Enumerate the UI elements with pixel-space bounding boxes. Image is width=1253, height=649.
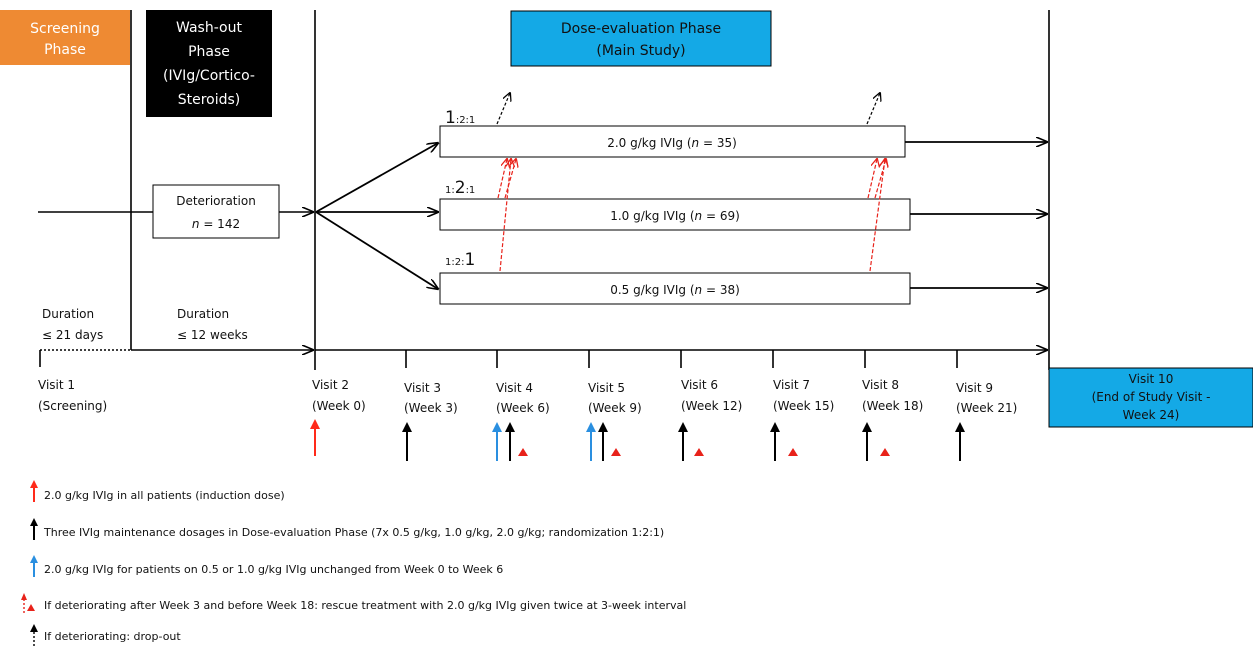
visit5-label: Visit 5 — [588, 381, 625, 395]
screening-phase-label-1: Screening — [30, 21, 100, 37]
visit2-sub: (Week 0) — [312, 399, 366, 413]
legend-catchup-icon — [30, 555, 38, 577]
rescue-triangle-visit4 — [518, 448, 528, 456]
legend-induction-text: 2.0 g/kg IVIg in all patients (induction… — [44, 489, 285, 502]
maintenance-arrow-visit7 — [770, 422, 780, 461]
visit8-sub: (Week 18) — [862, 399, 923, 413]
maintenance-arrow-visit4 — [505, 422, 515, 461]
deterioration-count: n = 142 — [192, 217, 240, 231]
arm-2-0-label: 2.0 g/kg IVIg (n = 35) — [607, 136, 737, 150]
washout-duration-line2: ≤ 12 weeks — [177, 328, 248, 342]
ratio-low-arm: 1:2:1 — [445, 250, 475, 270]
rescue-arrow-mid-a — [497, 159, 507, 199]
legend-rescue-icon — [21, 593, 35, 613]
visit7-label: Visit 7 — [773, 378, 810, 392]
ratio-mid-arm: 1:2:1 — [445, 178, 475, 198]
washout-phase-label-3: (IVIg/Cortico- — [163, 68, 255, 84]
visit10-sub-1: (End of Study Visit - — [1092, 390, 1211, 404]
screening-duration-line2: ≤ 21 days — [42, 328, 103, 342]
maintenance-arrow-visit3 — [402, 422, 412, 461]
maintenance-arrow-visit6 — [678, 422, 688, 461]
arm-2-0-box — [439, 125, 906, 158]
rescue-arrow-low-b — [869, 159, 885, 272]
randomization-arrow-high — [315, 143, 438, 213]
rescue-arrow-mid-b — [504, 159, 516, 199]
rescue-triangle-visit8 — [880, 448, 890, 456]
deterioration-box — [152, 184, 280, 239]
rescue-triangle-visit5 — [611, 448, 621, 456]
visit1-sub: (Screening) — [38, 399, 107, 413]
catchup-arrow-visit5 — [586, 422, 596, 461]
visit9-sub: (Week 21) — [956, 401, 1017, 415]
legend-induction-icon — [30, 480, 38, 502]
legend-dropout-icon — [30, 624, 38, 646]
ratio-high-arm: 1:2:1 — [445, 108, 475, 128]
arm-1-0-box — [439, 198, 911, 231]
visit6-sub: (Week 12) — [681, 399, 742, 413]
catchup-arrow-visit4 — [492, 422, 502, 461]
visit10-label: Visit 10 — [1129, 372, 1174, 386]
legend-maintenance-text: Three IVIg maintenance dosages in Dose-e… — [43, 526, 664, 539]
visit6-label: Visit 6 — [681, 378, 718, 392]
rescue-triangle-visit7 — [788, 448, 798, 456]
dropout-arrow-week18 — [866, 93, 880, 125]
rescue-arrow-mid-c — [867, 159, 877, 199]
visit2-label: Visit 2 — [312, 378, 349, 392]
legend-rescue-text: If deteriorating after Week 3 and before… — [44, 599, 686, 612]
arm-0-5-label: 0.5 g/kg IVIg (n = 38) — [610, 283, 740, 297]
visit3-sub: (Week 3) — [404, 401, 458, 415]
legend-dropout-text: If deteriorating: drop-out — [44, 630, 181, 643]
visit10-box — [1048, 367, 1253, 428]
washout-phase-label-1: Wash-out — [176, 20, 242, 36]
visit10-sub-2: Week 24) — [1123, 408, 1180, 422]
visit8-label: Visit 8 — [862, 378, 899, 392]
rescue-triangle-visit6 — [694, 448, 704, 456]
arm-1-0-label: 1.0 g/kg IVIg (n = 69) — [610, 209, 740, 223]
visit3-label: Visit 3 — [404, 381, 441, 395]
visit4-sub: (Week 6) — [496, 401, 550, 415]
induction-arrow-visit2 — [310, 419, 320, 456]
dose-evaluation-phase-box — [510, 10, 772, 67]
dose-evaluation-phase-label-1: Dose-evaluation Phase — [561, 21, 721, 37]
rescue-arrow-low — [499, 159, 511, 272]
screening-phase-box — [0, 10, 130, 65]
maintenance-arrow-visit8 — [862, 422, 872, 461]
deterioration-label: Deterioration — [176, 194, 256, 208]
legend-maintenance-icon — [30, 518, 38, 540]
dropout-arrow-week3 — [496, 93, 510, 125]
arm-0-5-box — [439, 272, 911, 305]
washout-phase-box — [146, 10, 272, 117]
screening-duration-line1: Duration — [42, 307, 94, 321]
washout-duration-line1: Duration — [177, 307, 229, 321]
washout-phase-label-2: Phase — [188, 44, 230, 60]
screening-phase-label-2: Phase — [44, 42, 86, 58]
washout-phase-label-4: Steroids) — [178, 92, 241, 108]
maintenance-arrow-visit9 — [955, 422, 965, 461]
legend-catchup-text: 2.0 g/kg IVIg for patients on 0.5 or 1.0… — [44, 563, 503, 576]
maintenance-arrow-visit5 — [598, 422, 608, 461]
visit1-label: Visit 1 — [38, 378, 75, 392]
visit4-label: Visit 4 — [496, 381, 533, 395]
visit9-label: Visit 9 — [956, 381, 993, 395]
dose-evaluation-phase-label-2: (Main Study) — [596, 43, 685, 59]
visit5-sub: (Week 9) — [588, 401, 642, 415]
randomization-arrow-low — [315, 211, 438, 289]
visit7-sub: (Week 15) — [773, 399, 834, 413]
